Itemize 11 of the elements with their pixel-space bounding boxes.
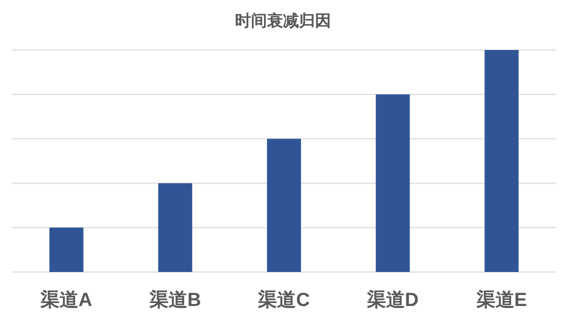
bar [49, 228, 84, 272]
x-tick-label: 渠道E [475, 289, 527, 311]
x-tick-label: 渠道B [148, 289, 202, 311]
x-tick-label: 渠道C [257, 289, 310, 311]
chart-title: 时间衰减归因 [235, 11, 331, 30]
bar [484, 50, 519, 272]
x-tick-label: 渠道D [366, 289, 419, 311]
bar [267, 138, 301, 272]
x-tick-label: 渠道A [40, 289, 93, 311]
bar [376, 94, 410, 272]
bar [158, 183, 192, 272]
